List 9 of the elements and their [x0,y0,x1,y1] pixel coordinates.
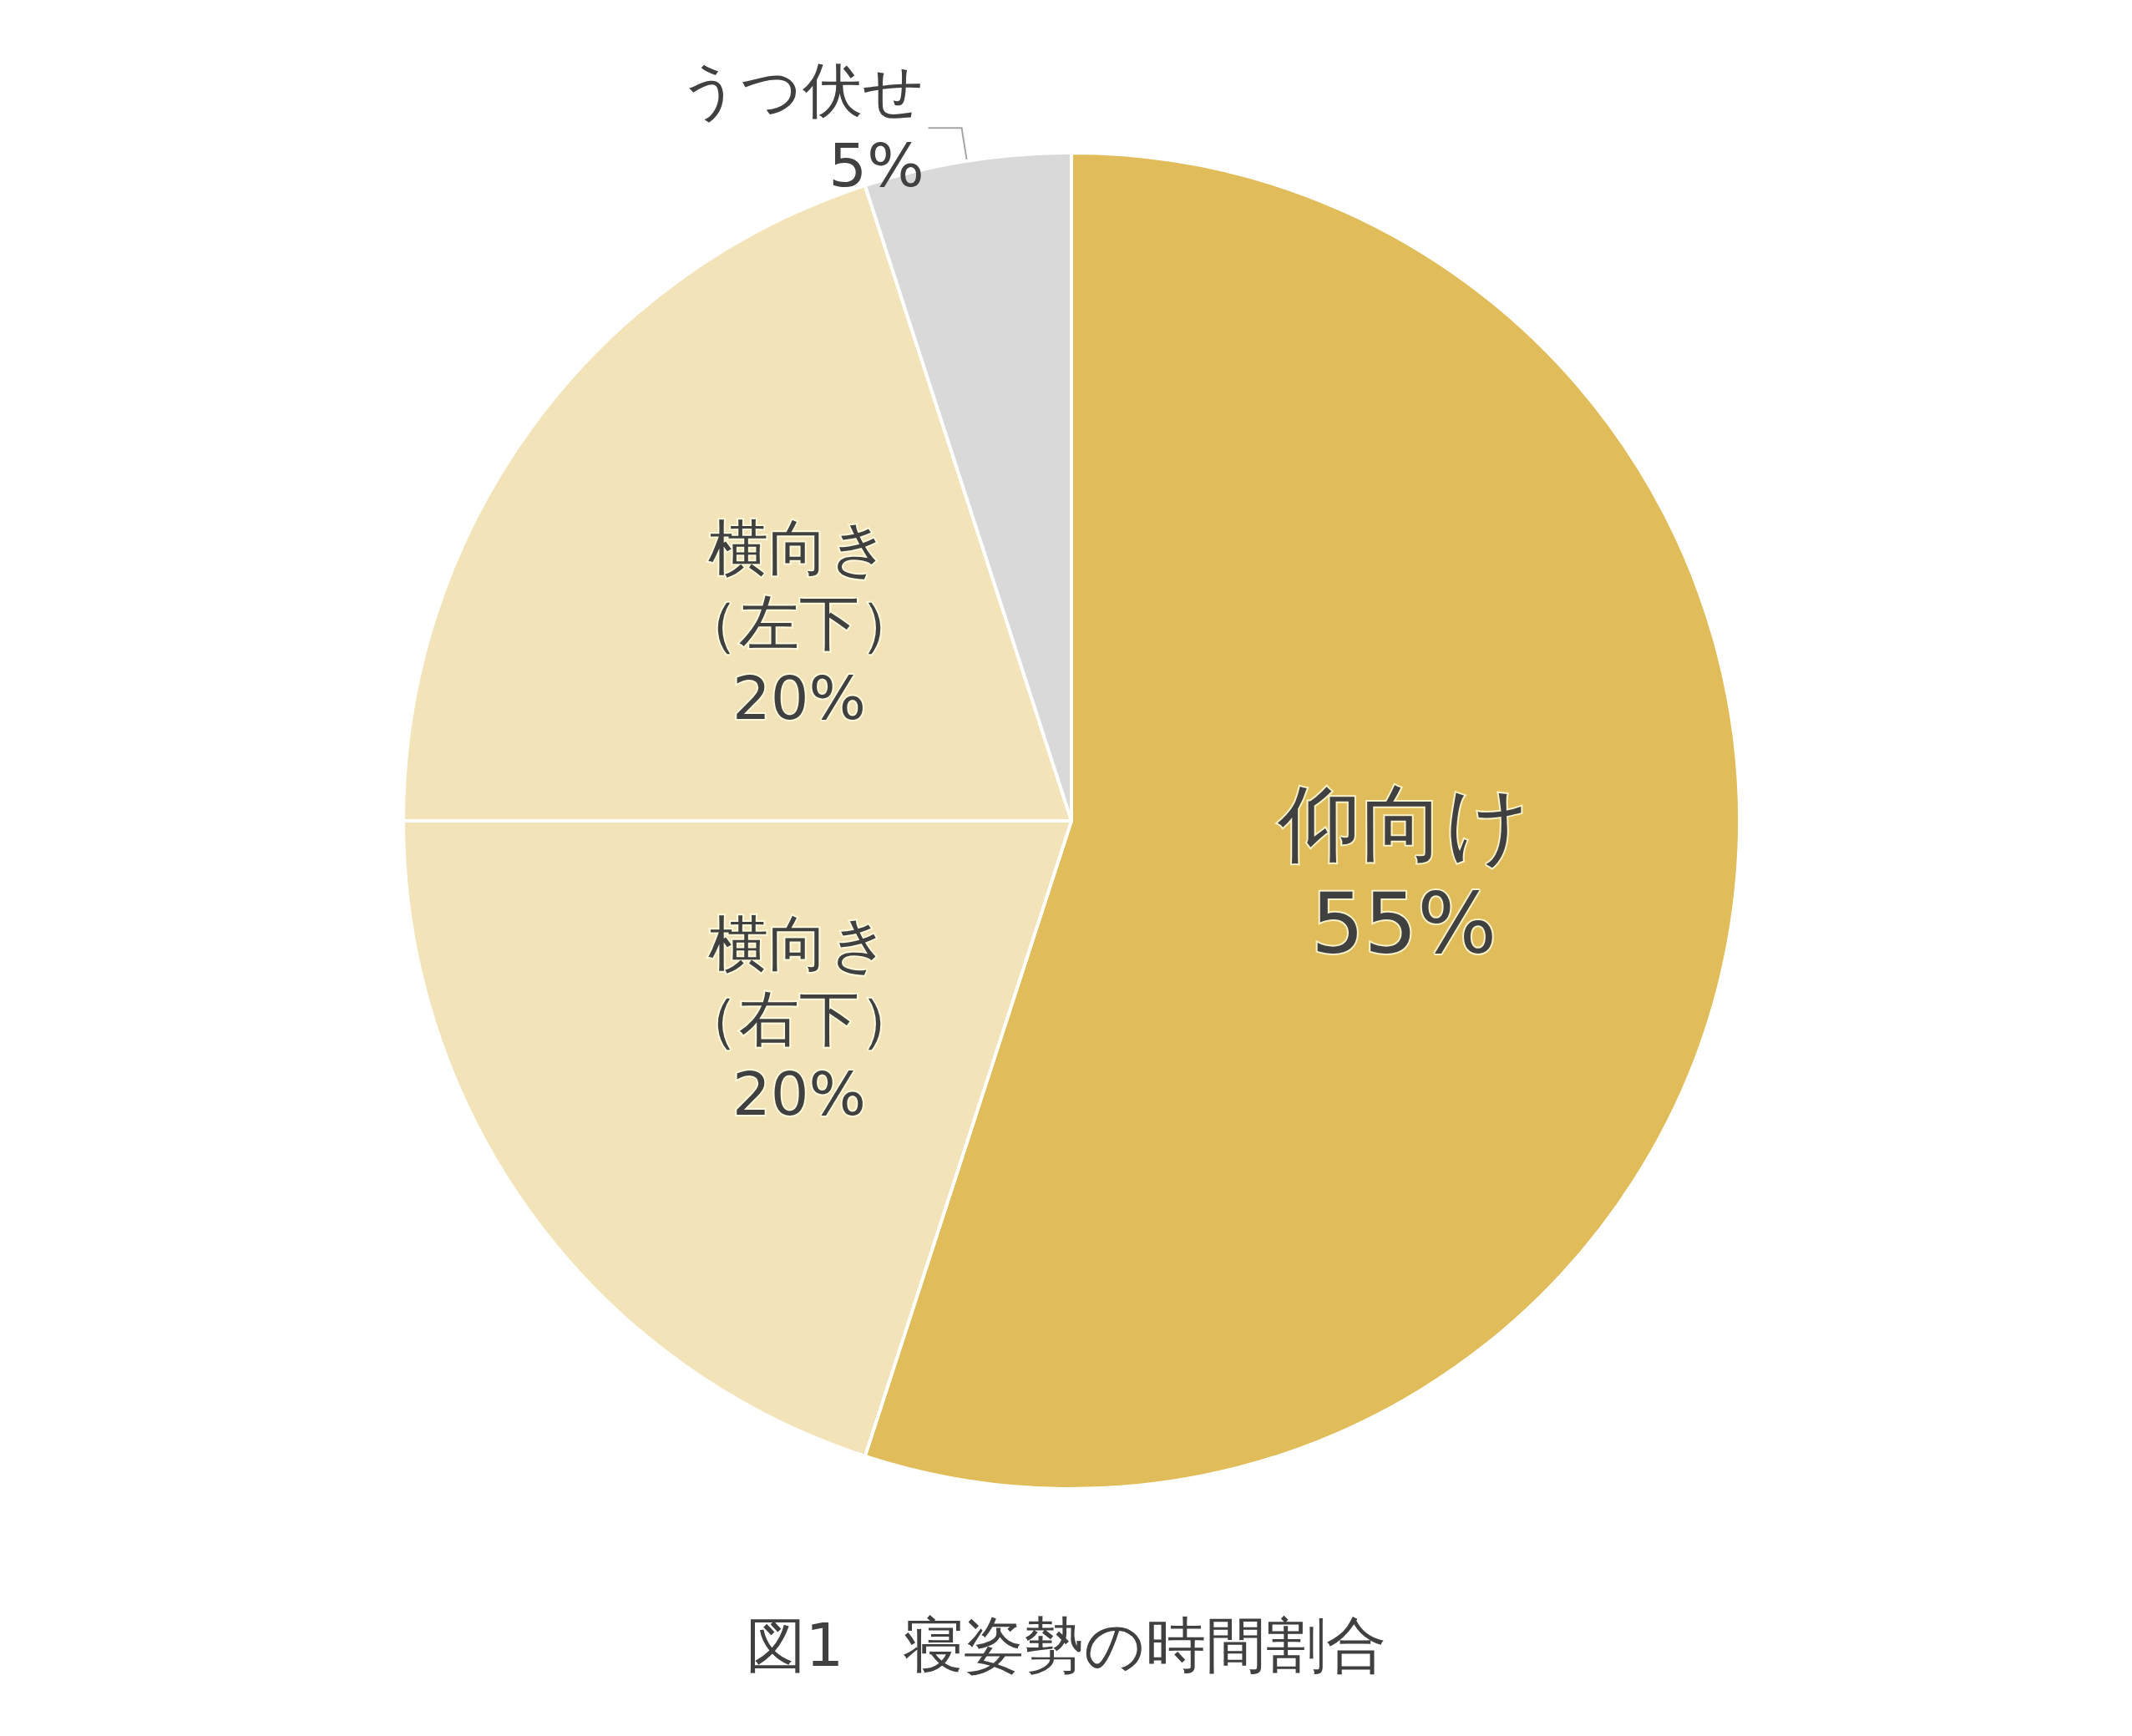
data-label: 20% [732,663,866,734]
data-label: 5% [828,130,924,201]
text: 図1 寝姿勢の時間割合 [745,1610,1387,1680]
slice-label: 仰向け [1278,774,1531,873]
data-label: 55% [1310,874,1497,973]
slice-label: 横向き（右下） [678,908,919,1054]
data-label: 20% [732,1058,866,1129]
slice-label: うつ伏せ [678,55,924,126]
slice-label: 横向き（左下） [678,513,919,659]
